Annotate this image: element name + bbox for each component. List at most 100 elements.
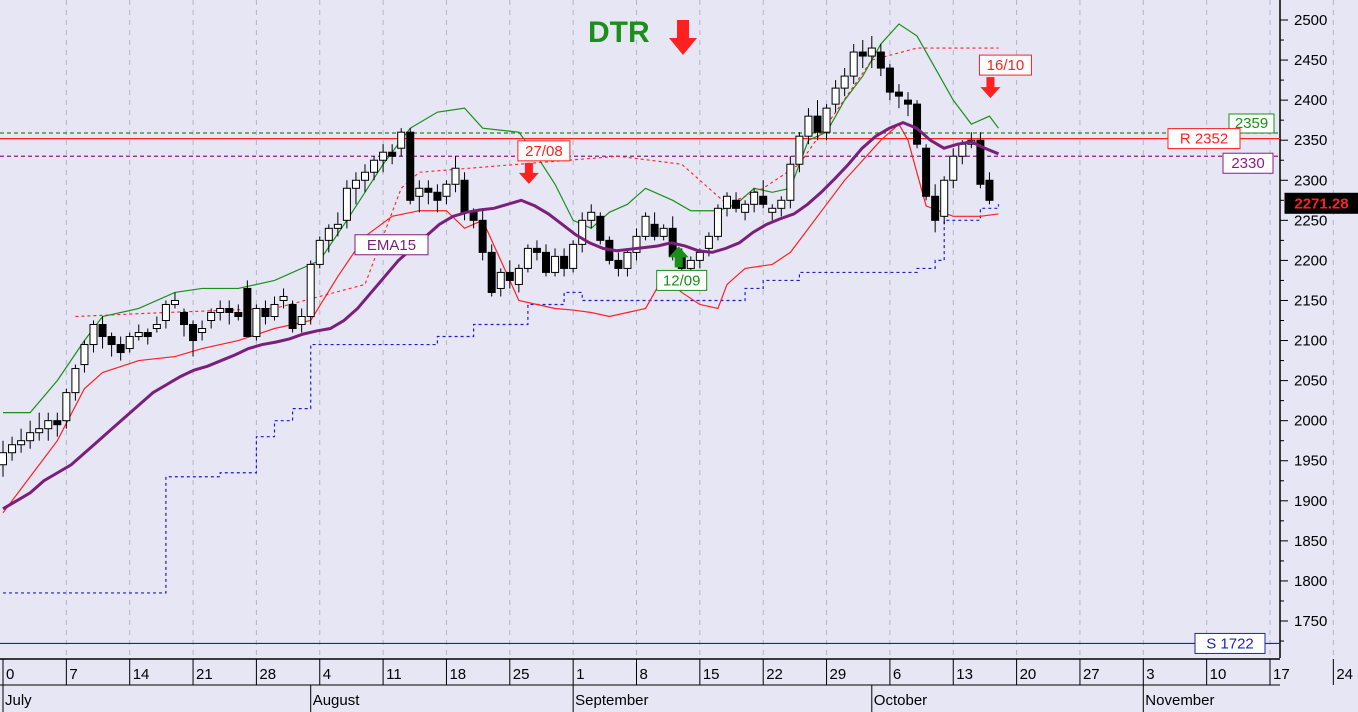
y-axis-ticks: 2500 2450 2400 2350 2300 2250 2200 2150 2100 2050… xyxy=(1280,12,1327,642)
candle-body xyxy=(26,432,35,442)
x-tick-label: 24 xyxy=(1336,666,1353,683)
candle-body xyxy=(732,199,741,209)
candle-body xyxy=(80,344,89,366)
candle-body xyxy=(415,187,424,197)
candle-body xyxy=(170,299,179,305)
month-label: October xyxy=(874,692,927,709)
candle-body xyxy=(0,452,7,466)
month-label: July xyxy=(5,692,32,709)
x-tick-label: 21 xyxy=(196,666,213,683)
candle-body xyxy=(351,179,360,189)
candle-body xyxy=(315,239,324,265)
candle-body xyxy=(116,344,125,354)
x-tick-label: 4 xyxy=(323,666,331,683)
chart-title: DTR xyxy=(588,16,650,49)
candle-body xyxy=(514,267,523,285)
candle-body xyxy=(587,211,596,221)
candle-body xyxy=(786,163,795,201)
candle-body xyxy=(777,199,786,209)
support-stop-line xyxy=(3,204,1000,594)
candle-body xyxy=(578,219,587,245)
ema-line xyxy=(2,120,1000,511)
candle-body xyxy=(152,324,161,330)
x-tick-label: 0 xyxy=(6,666,14,683)
candle-body xyxy=(469,211,478,221)
candle-body xyxy=(876,51,885,69)
ema-label-box xyxy=(354,234,429,256)
candle-body xyxy=(8,444,17,454)
x-tick-label: 8 xyxy=(640,666,648,683)
x-tick-label: 17 xyxy=(1273,666,1290,683)
candle-body xyxy=(107,336,116,346)
candle-body xyxy=(940,179,949,217)
candle-body xyxy=(569,243,578,269)
candle-body xyxy=(98,324,107,338)
signal-label-box xyxy=(978,54,1032,76)
last-price-label-box xyxy=(1284,192,1358,214)
candle-body xyxy=(342,187,351,221)
candle-body xyxy=(361,171,369,181)
level-label: R 2352 xyxy=(1180,131,1228,148)
candle-body xyxy=(750,191,759,205)
y-tick-label: 2050 xyxy=(1294,373,1327,390)
candle-body xyxy=(560,255,569,269)
month-label: November xyxy=(1145,692,1214,709)
y-tick-label: 2100 xyxy=(1294,333,1327,350)
candle-body xyxy=(370,159,379,173)
x-tick-label: 25 xyxy=(513,666,530,683)
signal-label: 27/08 xyxy=(525,143,563,160)
candle-body xyxy=(243,287,252,338)
y-tick-label: 1900 xyxy=(1294,493,1327,510)
x-tick-label: 28 xyxy=(259,666,276,683)
level-label-box xyxy=(1222,152,1274,174)
candle-body xyxy=(333,223,342,229)
candle-body xyxy=(62,392,71,422)
y-tick-label: 1750 xyxy=(1294,613,1327,630)
month-label: September xyxy=(575,692,648,709)
candle-body xyxy=(478,219,487,253)
candle-body xyxy=(35,428,44,434)
level-label-box xyxy=(1194,632,1266,654)
x-tick-label: 3 xyxy=(1146,666,1154,683)
lower-band-line xyxy=(2,123,999,514)
candle-body xyxy=(596,215,605,241)
y-tick-label: 2400 xyxy=(1294,92,1327,109)
candle-body xyxy=(858,51,867,57)
candle-body xyxy=(623,251,632,269)
x-tick-label: 18 xyxy=(449,666,466,683)
candle-body xyxy=(913,103,922,145)
candle-body xyxy=(822,107,831,133)
candle-body xyxy=(713,207,722,237)
y-tick-label: 2300 xyxy=(1294,172,1327,189)
signal-label-box xyxy=(517,140,571,162)
candle-body xyxy=(894,91,903,97)
candle-body xyxy=(505,271,514,281)
x-tick-label: 7 xyxy=(69,666,77,683)
candle-body xyxy=(53,420,62,426)
level-label: 2330 xyxy=(1231,155,1264,172)
signal-down-arrow-icon xyxy=(980,77,1001,99)
x-tick-label: 6 xyxy=(893,666,901,683)
last-price-label: 2271.28 xyxy=(1294,195,1348,212)
signal-label: 16/10 xyxy=(987,57,1025,74)
y-tick-label: 2250 xyxy=(1294,212,1327,229)
title-down-arrow-icon xyxy=(669,20,697,55)
candle-body xyxy=(288,303,297,330)
candle-body xyxy=(234,311,243,317)
candle-body xyxy=(695,251,704,261)
candle-body xyxy=(397,131,406,149)
ema-label: EMA15 xyxy=(367,237,416,254)
candle-body xyxy=(523,247,532,269)
candle-body xyxy=(17,440,26,446)
candle-body xyxy=(143,332,152,338)
x-tick-label: 11 xyxy=(386,666,402,683)
candle-body xyxy=(867,47,876,57)
candle-body xyxy=(931,195,940,221)
y-tick-label: 2350 xyxy=(1294,132,1327,149)
level-label: 2359 xyxy=(1235,115,1268,132)
candle-body xyxy=(134,332,143,338)
resistance-stop-line xyxy=(75,47,999,318)
candle-body xyxy=(885,67,894,93)
